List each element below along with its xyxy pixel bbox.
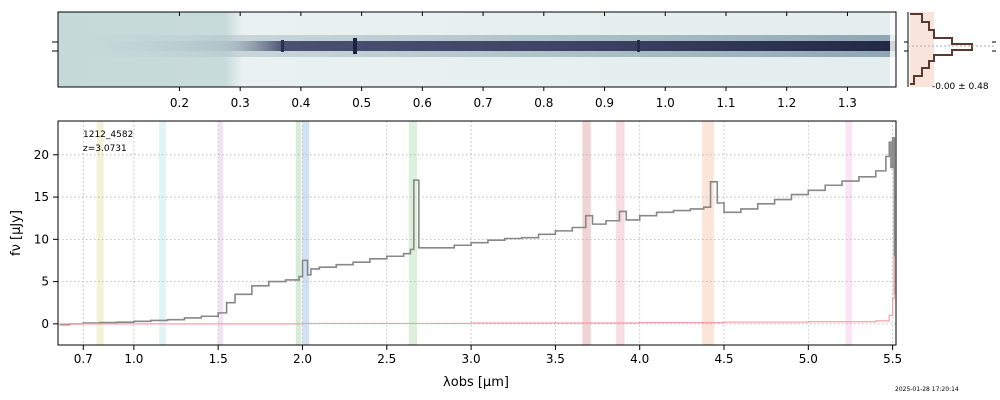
spectrum2d-panel: 0.2 0.3 0.4 0.5 0.6 0.7 0.8 0.9 1.0 1.1 1.2 1.3 xyxy=(52,11,897,110)
top-x-tick-label: 0.7 xyxy=(474,96,493,110)
x-tick-label: 4.5 xyxy=(714,352,733,366)
spectrum2d-line-feature xyxy=(637,40,640,52)
spectrum2d-trace xyxy=(58,41,896,51)
spectrum2d-line-feature xyxy=(281,40,284,52)
y-tick-label: 15 xyxy=(34,190,49,204)
x-tick-label: 0.7 xyxy=(74,352,93,366)
x-tick-label: 2.5 xyxy=(377,352,396,366)
top-x-tick-label: 0.5 xyxy=(352,96,371,110)
grid xyxy=(58,121,896,345)
emission-band xyxy=(616,121,625,345)
object-id-label: 1212_4582 xyxy=(83,130,133,140)
emission-band xyxy=(702,121,714,345)
timestamp: 2025-01-28 17:20:14 xyxy=(895,386,959,393)
y-axis-label: fν [μJy] xyxy=(9,210,24,256)
y-tick-label: 5 xyxy=(41,275,49,289)
y-ticks: 0 5 10 15 20 xyxy=(34,148,58,331)
top-x-tick-label: 1.3 xyxy=(838,96,857,110)
flux-series-line xyxy=(59,137,896,326)
x-tick-label: 5.5 xyxy=(883,352,902,366)
redshift-label: z=3.0731 xyxy=(83,144,127,154)
emission-band xyxy=(582,121,591,345)
series-group xyxy=(59,137,896,326)
profile-panel: -0.00 ± 0.48 xyxy=(904,12,996,92)
spectrum2d-x-ticks: 0.2 0.3 0.4 0.5 0.6 0.7 0.8 0.9 1.0 1.1 1.2 1.3 xyxy=(170,12,857,110)
top-x-tick-label: 0.8 xyxy=(534,96,553,110)
x-tick-label: 4.0 xyxy=(630,352,649,366)
spectrum1d-panel: 0.7 1.0 1.5 2.0 2.5 3.0 3.5 4.0 4.5 5.0 5.5 0 5 10 15… xyxy=(9,120,902,390)
profile-annotation: -0.00 ± 0.48 xyxy=(932,82,989,92)
emission-band xyxy=(159,121,166,345)
top-x-tick-label: 0.9 xyxy=(595,96,614,110)
error-series-line xyxy=(59,256,895,325)
emission-band xyxy=(295,121,301,345)
x-axis-label: λobs [μm] xyxy=(443,375,509,390)
x-ticks: 0.7 1.0 1.5 2.0 2.5 3.0 3.5 4.0 4.5 5.0 5.5 xyxy=(74,345,902,366)
emission-band xyxy=(302,121,310,345)
spectrum2d-line-feature xyxy=(353,38,357,54)
top-x-tick-label: 0.4 xyxy=(291,96,310,110)
top-x-tick-label: 1.0 xyxy=(656,96,675,110)
y-tick-label: 20 xyxy=(34,148,49,162)
x-tick-label: 5.0 xyxy=(799,352,818,366)
x-tick-label: 3.0 xyxy=(462,352,481,366)
x-tick-label: 2.0 xyxy=(293,352,312,366)
profile-line xyxy=(910,13,973,85)
emission-band xyxy=(845,121,853,345)
spectrum1d-frame xyxy=(57,120,897,346)
top-x-tick-label: 0.6 xyxy=(413,96,432,110)
spectrum2d-gap xyxy=(890,12,896,87)
top-x-tick-label: 1.1 xyxy=(716,96,735,110)
top-x-tick-label: 0.3 xyxy=(231,96,250,110)
emission-bands xyxy=(96,121,853,345)
x-tick-label: 1.5 xyxy=(209,352,228,366)
spectrum2d-frame xyxy=(57,11,897,88)
emission-band xyxy=(218,121,224,345)
x-tick-label: 1.0 xyxy=(124,352,143,366)
x-tick-label: 3.5 xyxy=(546,352,565,366)
y-tick-label: 10 xyxy=(34,232,49,246)
top-x-tick-label: 1.2 xyxy=(777,96,796,110)
y-tick-label: 0 xyxy=(41,317,49,331)
top-x-tick-label: 0.2 xyxy=(170,96,189,110)
emission-band xyxy=(96,121,104,345)
emission-band xyxy=(408,121,418,345)
